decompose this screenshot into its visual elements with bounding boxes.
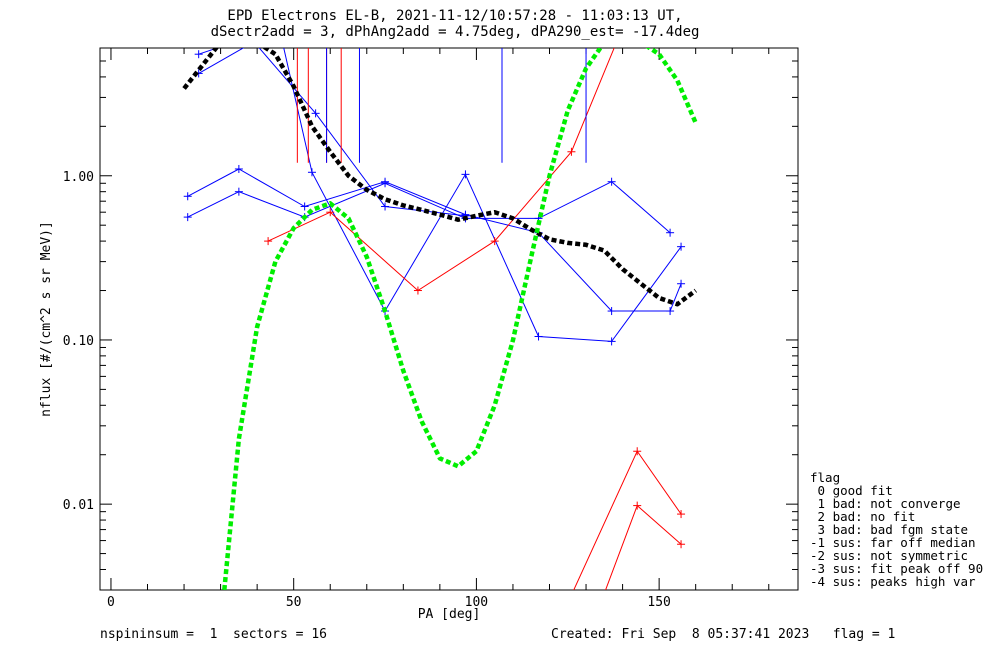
series-line-red bbox=[605, 504, 682, 590]
chart-title-line2: dSectr2add = 3, dPhAng2add = 4.75deg, dP… bbox=[211, 24, 700, 40]
plot-frame bbox=[99, 47, 799, 591]
legend-item: 3 bad: bad fgm state bbox=[810, 522, 969, 537]
series-line-red bbox=[573, 450, 682, 590]
footer-created-info: Created: Fri Sep 8 05:37:41 2023 flag = … bbox=[551, 627, 896, 642]
x-tick-label: 50 bbox=[286, 595, 302, 610]
axes: 0 50 100 150 0.01 0.10 1.00 bbox=[63, 47, 798, 610]
legend-item: 0 good fit bbox=[810, 483, 893, 498]
x-tick-label: 150 bbox=[647, 595, 670, 610]
legend-item: -4 sus: peaks high var bbox=[810, 574, 976, 589]
series-line-blue bbox=[187, 181, 671, 234]
fit-curve-green bbox=[222, 48, 698, 590]
plot-area bbox=[99, 47, 799, 591]
fit-curve-black bbox=[182, 48, 698, 307]
y-tick-label: 1.00 bbox=[63, 170, 94, 185]
x-axis-label: PA [deg] bbox=[418, 607, 481, 622]
footer-spin-info: nspininsum = 1 sectors = 16 bbox=[100, 627, 327, 642]
legend-item: -2 sus: not symmetric bbox=[810, 548, 969, 563]
legend-item: 2 bad: no fit bbox=[810, 509, 916, 524]
x-tick-label: 0 bbox=[107, 595, 115, 610]
legend-title: flag bbox=[810, 470, 841, 485]
y-axis-label: nflux [#/(cm^2 s sr MeV)] bbox=[39, 221, 54, 417]
legend-item: 1 bad: not converge bbox=[810, 496, 961, 511]
series-clip-group bbox=[182, 48, 698, 590]
series-line-blue bbox=[187, 168, 682, 312]
legend-item: -1 sus: far off median bbox=[810, 535, 976, 550]
y-tick-label: 0.10 bbox=[63, 334, 94, 349]
x-tick-label: 100 bbox=[465, 595, 488, 610]
series-line-red bbox=[267, 48, 615, 292]
series-layer bbox=[182, 48, 698, 590]
series-line-blue bbox=[198, 48, 682, 342]
legend-item: -3 sus: fit peak off 90 bbox=[810, 561, 984, 576]
y-tick-label: 0.01 bbox=[63, 498, 94, 513]
chart-title-line1: EPD Electrons EL-B, 2021-11-12/10:57:28 … bbox=[227, 8, 682, 24]
